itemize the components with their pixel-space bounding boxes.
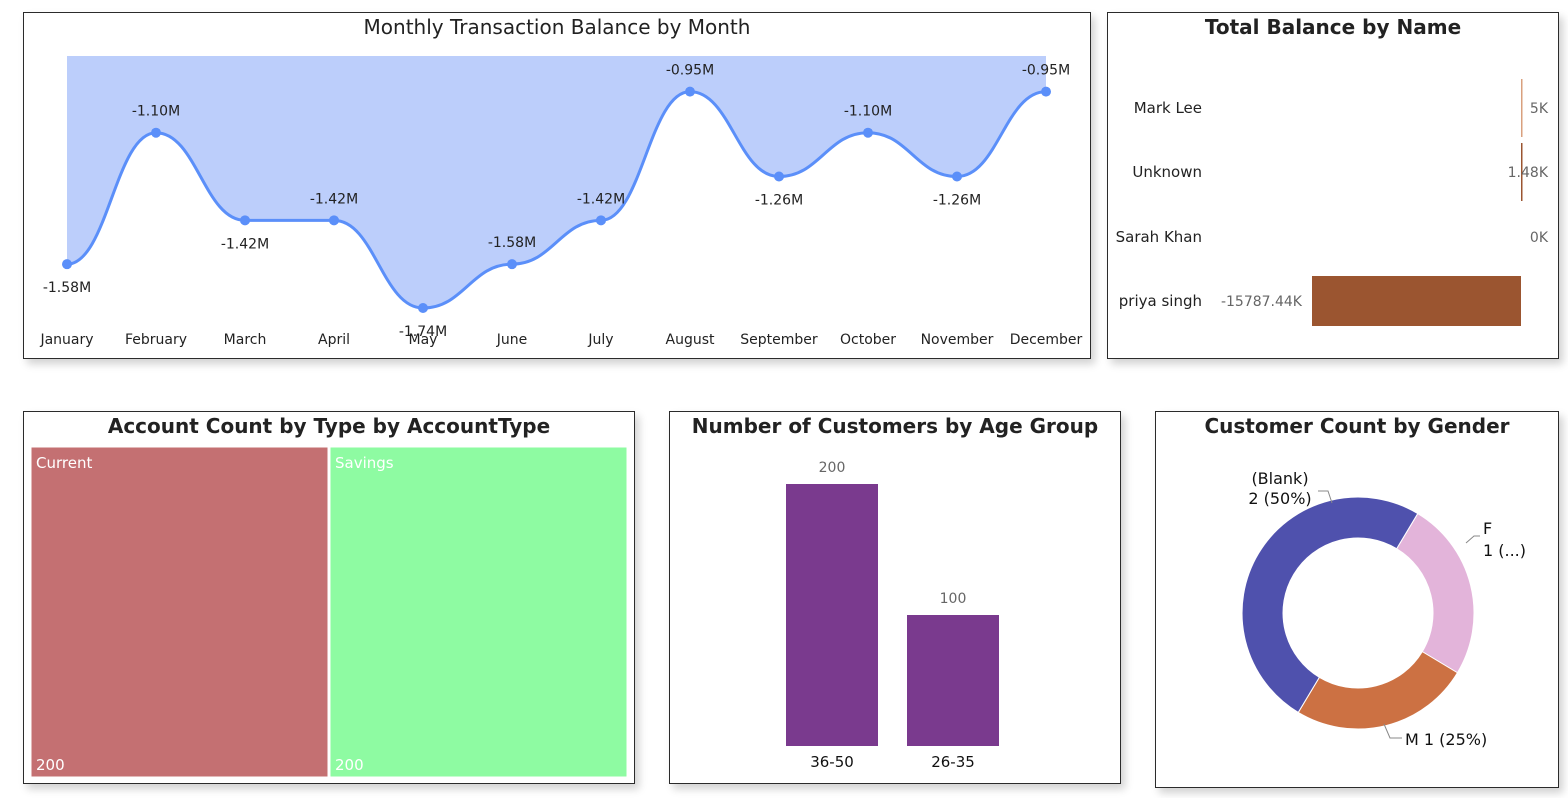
month-tick-label: May	[409, 332, 438, 348]
balance-name-label: Mark Lee	[1134, 99, 1202, 117]
age-group-card: Number of Customers by Age Group 200 36-5…	[669, 411, 1121, 784]
month-tick-label: June	[496, 332, 528, 348]
donut-slice	[1241, 496, 1419, 714]
treemap-tile	[28, 444, 331, 780]
month-tick-label: February	[125, 332, 187, 348]
balance-name-label: Sarah Khan	[1116, 228, 1202, 246]
account-type-treemap: Current 200 Savings 200	[28, 444, 630, 780]
treemap-tile-value: 200	[335, 756, 364, 774]
balance-point	[329, 215, 339, 226]
balance-bar	[1312, 276, 1521, 326]
balance-data-label: -1.10M	[132, 104, 180, 120]
gender-title: Customer Count by Gender	[1204, 414, 1510, 438]
donut-leader-line	[1383, 723, 1402, 739]
monthly-balance-title: Monthly Transaction Balance by Month	[363, 15, 751, 39]
month-tick-label: November	[921, 332, 994, 348]
balance-point	[952, 171, 962, 182]
balance-point	[1041, 86, 1051, 97]
balance-point	[240, 215, 250, 226]
donut-slice	[1297, 650, 1459, 730]
age-bar	[786, 484, 878, 746]
month-tick-label: August	[666, 332, 716, 348]
balance-data-label: -1.42M	[577, 191, 625, 207]
balance-name-label: priya singh	[1119, 292, 1202, 310]
treemap-tile	[327, 444, 630, 780]
age-group-title: Number of Customers by Age Group	[691, 414, 1099, 438]
donut-leader-line	[1465, 535, 1480, 544]
balance-point	[418, 303, 428, 313]
donut-leader-line	[1318, 490, 1333, 504]
balance-bar	[1521, 79, 1523, 137]
balance-data-label: -1.26M	[933, 193, 981, 209]
age-group-chart: 200 36-50 100 26-35	[786, 460, 999, 771]
balance-line	[66, 90, 1047, 310]
month-tick-label: September	[740, 332, 818, 348]
balance-point	[62, 259, 72, 270]
treemap-tile-label: Savings	[335, 454, 394, 472]
total-balance-chart: Mark Lee 5K Unknown 1.48K Sarah Khan 0K priya …	[1116, 79, 1549, 326]
donut-slice	[1395, 512, 1475, 674]
balance-data-label: -1.26M	[755, 193, 803, 209]
month-tick-label: October	[840, 332, 896, 348]
donut-label-m: M 1 (25%)	[1405, 730, 1487, 749]
balance-name-label: Unknown	[1132, 163, 1202, 181]
balance-point	[685, 86, 695, 97]
balance-data-label: -1.10M	[844, 104, 892, 120]
monthly-balance-card: Monthly Transaction Balance by Month -1.…	[23, 12, 1091, 359]
month-tick-label: January	[39, 332, 93, 348]
balance-area-fill	[67, 56, 1046, 308]
donut-label-f: F	[1483, 519, 1492, 538]
balance-data-label: -1.42M	[221, 236, 269, 252]
balance-data-label: -0.95M	[1022, 63, 1070, 79]
age-tick-label: 26-35	[931, 753, 975, 771]
monthly-balance-chart: -1.58M -1.10M -1.42M -1.42M -1.74M -1.58M -1.4…	[39, 56, 1083, 348]
balance-value-label: 0K	[1530, 230, 1549, 246]
donut-label-blank: (Blank)	[1251, 469, 1308, 488]
donut-label-f-value: 1 (...)	[1483, 541, 1526, 560]
account-type-title: Account Count by Type by AccountType	[107, 414, 551, 438]
treemap-tile-label: Current	[36, 454, 92, 472]
balance-point	[596, 215, 606, 226]
balance-point	[774, 171, 784, 182]
month-tick-label: December	[1010, 332, 1083, 348]
age-tick-label: 36-50	[810, 753, 854, 771]
month-tick-label: July	[587, 332, 613, 348]
balance-bar	[1521, 143, 1523, 201]
total-balance-card: Total Balance by Name Mark Lee 5K Unknown 1…	[1107, 12, 1559, 359]
balance-value-label: -15787.44K	[1221, 294, 1303, 310]
balance-data-label: -1.58M	[43, 280, 91, 296]
balance-data-label: -1.42M	[310, 191, 358, 207]
donut-label-blank-value: 2 (50%)	[1248, 489, 1311, 508]
treemap-tile-value: 200	[36, 756, 65, 774]
account-type-card: Account Count by Type by AccountType Cur…	[23, 411, 635, 784]
month-tick-label: March	[224, 332, 267, 348]
balance-data-label: -0.95M	[666, 63, 714, 79]
balance-point	[863, 127, 873, 138]
balance-value-label: 5K	[1530, 101, 1549, 117]
month-tick-label: April	[318, 332, 350, 348]
age-bar-value-label: 200	[819, 460, 846, 476]
balance-data-label: -1.74M	[399, 324, 447, 340]
balance-point	[151, 127, 161, 138]
gender-card: Customer Count by Gender (Blank) 2 (50%) F…	[1155, 411, 1559, 788]
age-bar-value-label: 100	[940, 591, 967, 607]
balance-value-label: 1.48K	[1508, 165, 1549, 181]
total-balance-title: Total Balance by Name	[1204, 15, 1462, 39]
gender-donut-chart: (Blank)2 (50%) F 1 (...) M 1 (25%)	[1241, 469, 1526, 749]
balance-point	[507, 259, 517, 270]
balance-data-label: -1.58M	[488, 235, 536, 251]
age-bar	[907, 615, 999, 746]
